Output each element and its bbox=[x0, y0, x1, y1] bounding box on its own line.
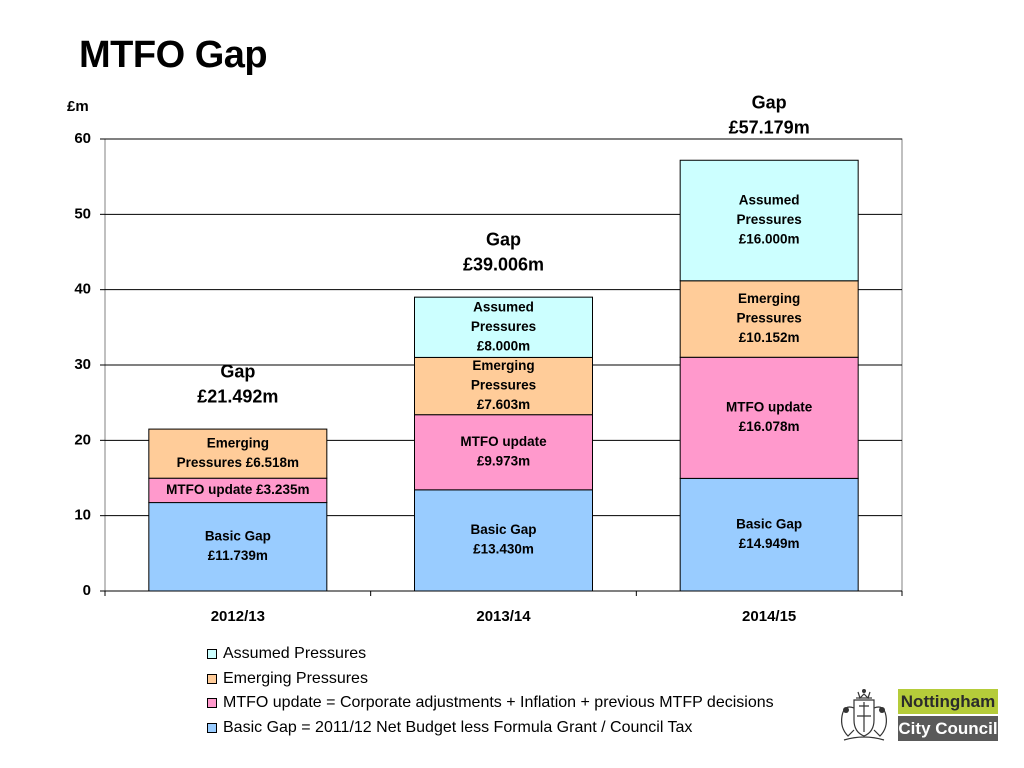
data-label-assumed: Pressures bbox=[471, 319, 536, 334]
y-tick-label: 50 bbox=[74, 205, 91, 222]
x-tick-label: 2012/13 bbox=[211, 608, 265, 625]
y-tick-label: 30 bbox=[74, 356, 91, 373]
gap-total-label: Gap bbox=[752, 93, 787, 113]
page-title: MTFO Gap bbox=[79, 34, 268, 76]
data-label-emerging: Emerging bbox=[738, 291, 800, 306]
logo-nottingham: Nottingham bbox=[898, 689, 998, 714]
data-label-emerging: Pressures bbox=[737, 311, 802, 326]
data-label-emerging: Emerging bbox=[207, 435, 269, 450]
legend-swatch-mtfo bbox=[207, 698, 217, 709]
bar-segment-mtfo bbox=[679, 356, 859, 479]
data-label-assumed: £16.000m bbox=[739, 232, 800, 247]
data-label-assumed: Assumed bbox=[473, 299, 534, 314]
y-tick-label: 40 bbox=[74, 281, 91, 298]
council-logo: Nottingham City Council bbox=[834, 686, 1000, 744]
data-label-mtfo: MTFO update bbox=[460, 434, 547, 449]
y-tick-label: 20 bbox=[74, 431, 91, 448]
data-label-emerging: Pressures bbox=[471, 378, 536, 393]
x-tick-label: 2013/14 bbox=[476, 608, 531, 625]
bar-segment-basic bbox=[679, 477, 859, 592]
logo-city-council: City Council bbox=[898, 716, 998, 741]
bar-segment-mtfo bbox=[414, 414, 593, 491]
legend-item-emerging: Emerging Pressures bbox=[207, 667, 774, 692]
data-label-basic: Basic Gap bbox=[736, 517, 802, 532]
gap-total-label: £39.006m bbox=[463, 254, 544, 274]
data-label-emerging: Emerging bbox=[472, 358, 534, 373]
legend-swatch-basic bbox=[207, 722, 217, 733]
bar-segment-assumed bbox=[679, 159, 859, 282]
data-label-mtfo: MTFO update £3.235m bbox=[166, 482, 309, 497]
coat-of-arms-icon bbox=[841, 689, 887, 741]
legend-label-mtfo: MTFO update = Corporate adjustments + In… bbox=[223, 694, 774, 712]
legend-label-assumed: Assumed Pressures bbox=[223, 645, 367, 663]
bar-segment-assumed bbox=[414, 296, 593, 358]
bar-segment-basic bbox=[414, 489, 593, 592]
y-tick-label: 60 bbox=[74, 130, 91, 147]
data-label-basic: £13.430m bbox=[473, 542, 534, 557]
legend-item-basic: Basic Gap = 2011/12 Net Budget less Form… bbox=[207, 716, 774, 741]
data-label-emerging: £10.152m bbox=[739, 330, 800, 345]
data-label-basic: Basic Gap bbox=[470, 522, 536, 537]
legend-label-emerging: Emerging Pressures bbox=[223, 669, 368, 687]
legend-label-basic: Basic Gap = 2011/12 Net Budget less Form… bbox=[223, 718, 693, 736]
data-label-basic: £11.739m bbox=[208, 548, 268, 563]
data-label-basic: Basic Gap bbox=[205, 529, 271, 544]
legend-swatch-assumed bbox=[207, 649, 217, 660]
data-label-emerging: Pressures £6.518m bbox=[177, 455, 299, 470]
gap-total-label: £57.179m bbox=[729, 118, 810, 138]
gap-total-label: £21.492m bbox=[197, 386, 278, 406]
chart-legend: Assumed Pressures Emerging Pressures MTF… bbox=[207, 642, 774, 740]
y-tick-label: 0 bbox=[83, 582, 91, 599]
bar-segment-emerging bbox=[679, 280, 859, 358]
data-label-mtfo: MTFO update bbox=[726, 400, 813, 415]
data-label-basic: £14.949m bbox=[739, 536, 800, 551]
data-label-assumed: Pressures bbox=[737, 212, 802, 227]
y-axis-label: £m bbox=[67, 98, 89, 115]
gap-total-label: Gap bbox=[486, 229, 521, 249]
legend-swatch-emerging bbox=[207, 673, 217, 684]
data-label-mtfo: £16.078m bbox=[739, 419, 800, 434]
data-label-assumed: £8.000m bbox=[477, 338, 530, 353]
y-tick-label: 10 bbox=[74, 507, 91, 524]
x-tick-label: 2014/15 bbox=[742, 608, 796, 625]
bar-segment-emerging bbox=[148, 428, 328, 479]
bar-segment-basic bbox=[148, 502, 328, 592]
legend-item-mtfo: MTFO update = Corporate adjustments + In… bbox=[207, 691, 774, 716]
data-label-emerging: £7.603m bbox=[477, 397, 530, 412]
gap-total-label: Gap bbox=[220, 361, 255, 381]
data-label-mtfo: £9.973m bbox=[477, 454, 530, 469]
stacked-bar-chart: 0 10 20 30 40 50 60 £m Basic Gap £11.739m MTFO upd… bbox=[67, 93, 903, 625]
data-label-assumed: Assumed bbox=[739, 193, 800, 208]
bar-segment-emerging bbox=[414, 356, 593, 416]
legend-item-assumed: Assumed Pressures bbox=[207, 642, 774, 667]
